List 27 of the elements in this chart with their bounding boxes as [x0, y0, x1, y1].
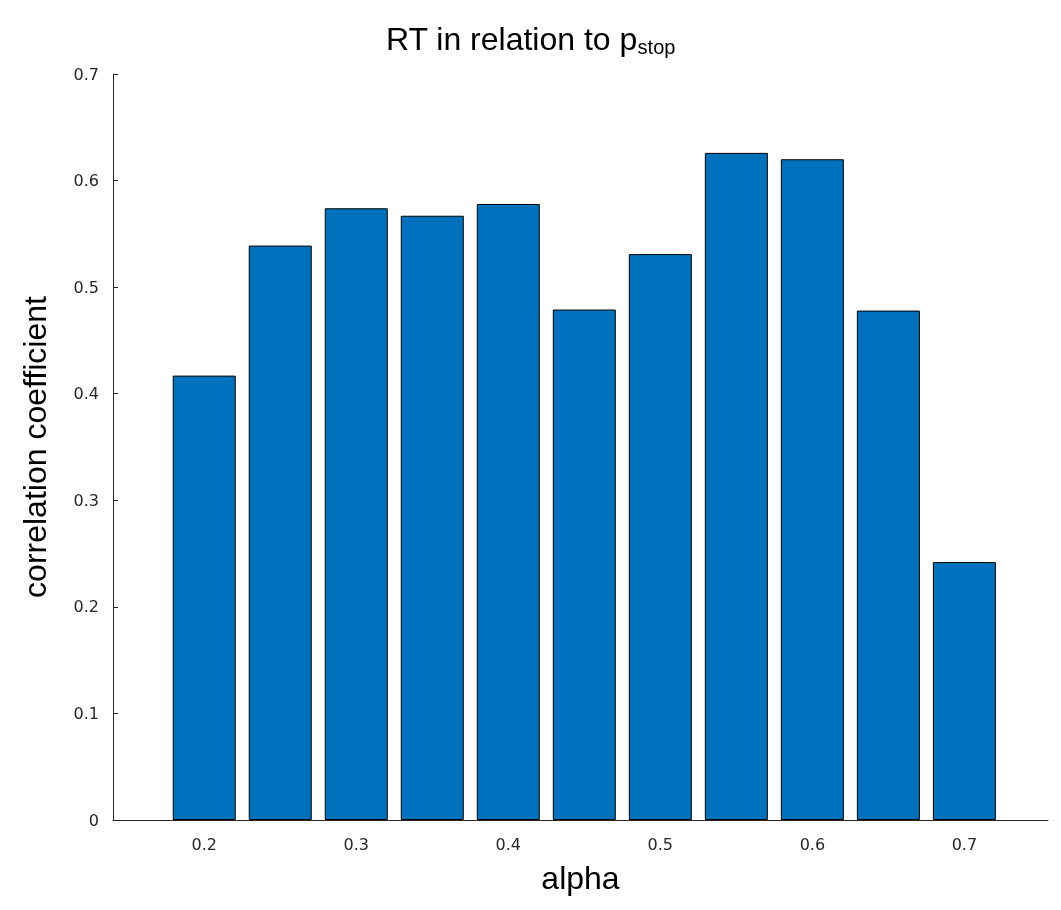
- y-tick-label: 0.2: [73, 597, 99, 617]
- bar: [552, 309, 616, 820]
- x-tick-label: 0.2: [191, 834, 217, 854]
- x-tick-label: 0.5: [647, 834, 674, 854]
- y-tick-label: 0.5: [73, 277, 99, 297]
- y-tick-label: 0.3: [73, 490, 99, 510]
- x-tick-label: 0.4: [495, 834, 522, 854]
- y-tick-label: 0.6: [73, 171, 99, 191]
- bar: [476, 204, 540, 820]
- x-axis-title: alpha: [541, 860, 620, 896]
- y-axis-title: correlation coefficient: [17, 295, 53, 598]
- bar: [780, 159, 844, 820]
- y-tick-label: 0: [88, 810, 99, 830]
- x-tick-label: 0.7: [951, 834, 978, 854]
- bar: [856, 310, 920, 820]
- bar: [628, 254, 692, 820]
- bar: [704, 152, 768, 820]
- bar: [324, 208, 388, 820]
- bar: [400, 215, 464, 820]
- bar: [248, 245, 312, 820]
- y-tick-label: 0.7: [73, 64, 99, 84]
- y-tick-label: 0.1: [73, 703, 99, 723]
- y-tick-label: 0.4: [73, 384, 99, 404]
- bar: [932, 562, 996, 820]
- x-tick-label: 0.3: [343, 834, 369, 854]
- bar: [172, 375, 236, 820]
- x-tick-label: 0.6: [799, 834, 826, 854]
